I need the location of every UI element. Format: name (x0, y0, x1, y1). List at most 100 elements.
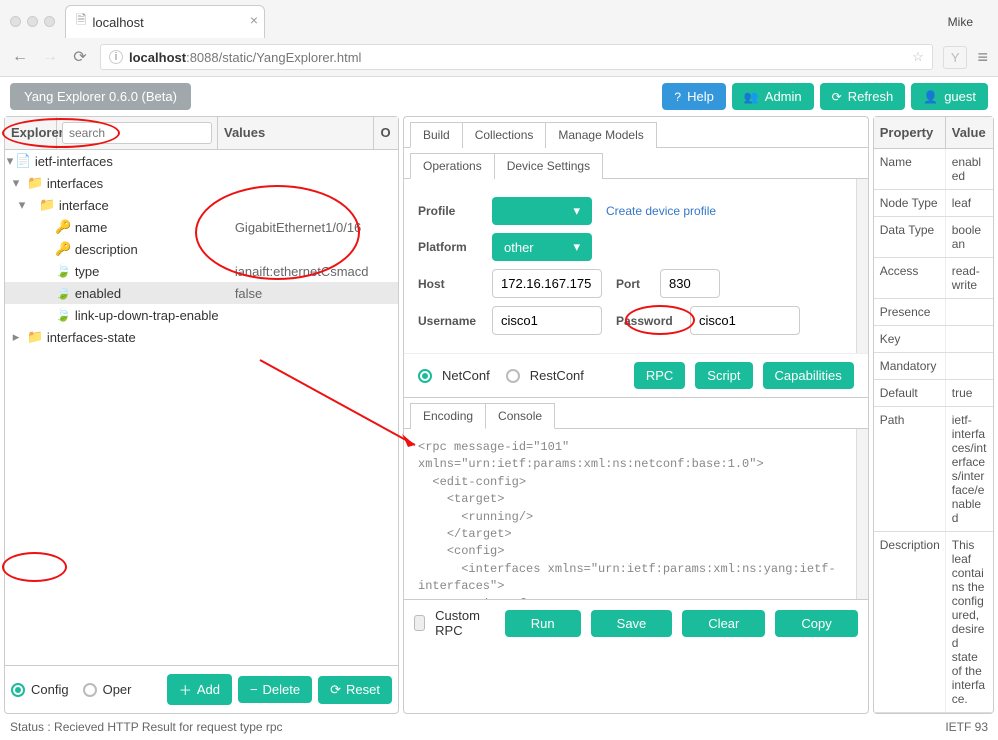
copy-button[interactable]: Copy (775, 610, 857, 637)
add-button[interactable]: ＋Add (167, 674, 232, 705)
tab-device-settings[interactable]: Device Settings (494, 153, 603, 179)
tree-row-description[interactable]: 🔑 description (5, 238, 398, 260)
refresh-label: Refresh (848, 89, 894, 104)
tab-encoding[interactable]: Encoding (410, 403, 486, 429)
info-icon[interactable]: i (109, 50, 123, 64)
prop-key: Data Type (874, 217, 946, 257)
platform-select[interactable]: other▾ (492, 233, 592, 261)
username-input[interactable] (492, 306, 602, 335)
save-button[interactable]: Save (591, 610, 673, 637)
prop-key: Mandatory (874, 353, 946, 379)
host-input[interactable] (492, 269, 602, 298)
close-tab-icon[interactable]: × (250, 12, 258, 28)
extension-button[interactable]: Y (943, 46, 968, 69)
admin-button[interactable]: 👥Admin (732, 83, 814, 110)
bookmark-icon[interactable]: ☆ (912, 49, 924, 65)
create-profile-link[interactable]: Create device profile (606, 204, 716, 218)
properties-panel: Property Value Nameenabled Node Typeleaf… (873, 116, 994, 714)
tree-row-interface[interactable]: ▾📁 interface (5, 194, 398, 216)
tab-manage-models[interactable]: Manage Models (545, 122, 656, 148)
url-bar[interactable]: i localhost:8088/static/YangExplorer.htm… (100, 44, 933, 70)
profile-label: Profile (418, 204, 478, 218)
zoom-window-icon[interactable] (44, 16, 55, 27)
minus-icon: − (250, 682, 258, 697)
prop-val (946, 326, 993, 352)
oper-radio[interactable] (83, 683, 97, 697)
close-window-icon[interactable] (10, 16, 21, 27)
refresh-icon: ⟳ (832, 90, 842, 104)
tab-collections[interactable]: Collections (462, 122, 547, 148)
clear-button[interactable]: Clear (682, 610, 765, 637)
password-input[interactable] (690, 306, 800, 335)
refresh-button[interactable]: ⟳ Refresh (820, 83, 906, 110)
url-port: :8088 (186, 50, 219, 65)
prop-key: Key (874, 326, 946, 352)
tree-value: GigabitEthernet1/0/16 (225, 220, 361, 235)
scrollbar[interactable] (856, 179, 868, 353)
custom-rpc-bar: Custom RPC Run Save Clear Copy (404, 599, 868, 646)
tree-label: type (75, 264, 225, 279)
tree-value: ianaift:ethernetCsmacd (225, 264, 369, 279)
prop-key: Access (874, 258, 946, 298)
oper-label: Oper (103, 682, 132, 697)
tree-row-enabled[interactable]: 🍃 enabledfalse (5, 282, 398, 304)
browser-user: Mike (948, 15, 973, 29)
url-host: localhost (129, 50, 186, 65)
username-label: Username (418, 314, 478, 328)
browser-chrome: 🗎 localhost × Mike ← → ⟳ i localhost:808… (0, 0, 998, 77)
prop-val: ietf-interfaces/interfaces/interface/ena… (946, 407, 993, 531)
prop-key: Default (874, 380, 946, 406)
password-label: Password (616, 314, 676, 328)
tab-build[interactable]: Build (410, 122, 463, 148)
prop-row: Presence (874, 299, 993, 326)
back-button[interactable]: ← (10, 48, 30, 66)
tree-row-name[interactable]: 🔑 nameGigabitEthernet1/0/16 (5, 216, 398, 238)
minimize-window-icon[interactable] (27, 16, 38, 27)
help-label: Help (687, 89, 714, 104)
reset-icon: ⟳ (330, 682, 341, 698)
tree-label: ietf-interfaces (35, 154, 235, 169)
tree-row-interfaces[interactable]: ▾📁 interfaces (5, 172, 398, 194)
tree-row-type[interactable]: 🍃 typeianaift:ethernetCsmacd (5, 260, 398, 282)
netconf-radio[interactable] (418, 369, 432, 383)
key-icon: 🔑 (55, 219, 71, 235)
port-input[interactable] (660, 269, 720, 298)
guest-button[interactable]: 👤guest (911, 83, 988, 110)
tab-operations[interactable]: Operations (410, 153, 495, 179)
module-icon: 📄 (15, 153, 31, 169)
help-button[interactable]: ?Help (662, 83, 725, 110)
custom-rpc-checkbox[interactable] (414, 615, 425, 631)
user-icon: 👤 (923, 90, 938, 104)
tree-row-interfaces-state[interactable]: ▸📁 interfaces-state (5, 326, 398, 348)
tree-label: description (75, 242, 275, 257)
scrollbar[interactable] (856, 429, 868, 599)
prop-row: Key (874, 326, 993, 353)
netconf-label: NetConf (442, 368, 490, 383)
prop-row: DescriptionThis leaf contains the config… (874, 532, 993, 713)
menu-icon[interactable]: ≡ (977, 47, 988, 68)
script-button[interactable]: Script (695, 362, 752, 389)
rpc-button[interactable]: RPC (634, 362, 685, 389)
tab-console[interactable]: Console (485, 403, 555, 429)
tree-row-linkupdown[interactable]: 🍃 link-up-down-trap-enable (5, 304, 398, 326)
prop-val (946, 353, 993, 379)
status-right: IETF 93 (945, 720, 988, 734)
capabilities-button[interactable]: Capabilities (763, 362, 854, 389)
reload-button[interactable]: ⟳ (70, 47, 90, 67)
prop-row: Data Typeboolean (874, 217, 993, 258)
explorer-footer: Config Oper ＋Add −Delete ⟳Reset (5, 665, 398, 713)
config-radio[interactable] (11, 683, 25, 697)
tree-row-ietf-interfaces[interactable]: ▾📄 ietf-interfaces (5, 150, 398, 172)
profile-select[interactable]: ▾ (492, 197, 592, 225)
console-output[interactable]: <rpc message-id="101" xmlns="urn:ietf:pa… (404, 429, 868, 599)
tree-label: name (75, 220, 225, 235)
prop-row: Node Typeleaf (874, 190, 993, 217)
platform-label: Platform (418, 240, 478, 254)
connection-bar: NetConf RestConf RPC Script Capabilities (404, 353, 868, 397)
search-input[interactable] (62, 122, 212, 144)
delete-button[interactable]: −Delete (238, 676, 312, 703)
reset-button[interactable]: ⟳Reset (318, 676, 392, 704)
browser-tab[interactable]: 🗎 localhost × (65, 5, 265, 38)
restconf-radio[interactable] (506, 369, 520, 383)
run-button[interactable]: Run (505, 610, 581, 637)
